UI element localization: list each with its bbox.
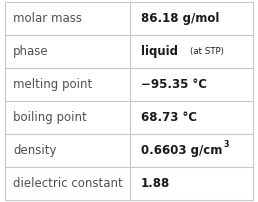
Text: −95.35 °C: −95.35 °C [141,78,207,91]
Text: (at STP): (at STP) [190,47,223,56]
Text: molar mass: molar mass [13,12,82,25]
Text: 3: 3 [223,140,229,149]
Text: 0.6603 g/cm: 0.6603 g/cm [141,144,222,157]
Text: phase: phase [13,45,49,58]
Text: melting point: melting point [13,78,92,91]
Text: 68.73 °C: 68.73 °C [141,111,197,124]
Text: dielectric constant: dielectric constant [13,177,123,190]
Text: 1.88: 1.88 [141,177,170,190]
Text: boiling point: boiling point [13,111,87,124]
Text: 86.18 g/mol: 86.18 g/mol [141,12,219,25]
Text: density: density [13,144,57,157]
Text: liquid: liquid [141,45,178,58]
